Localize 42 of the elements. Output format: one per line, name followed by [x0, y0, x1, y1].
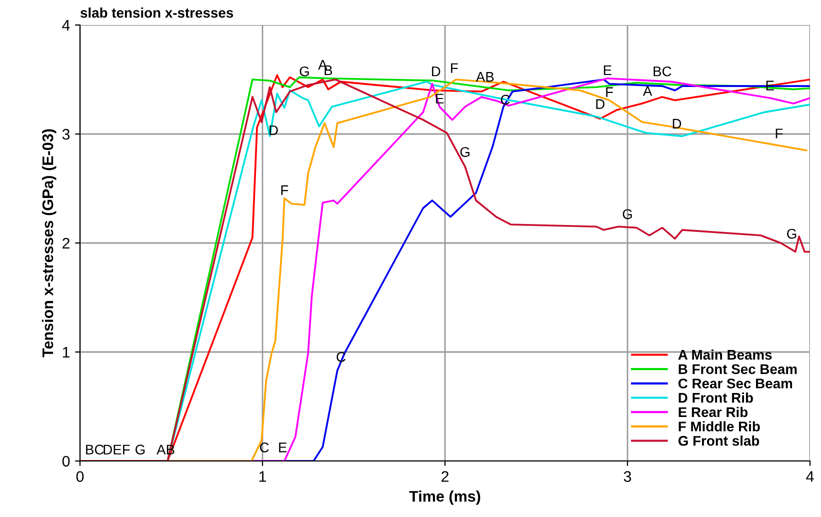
annotation: G	[622, 209, 632, 220]
annotation: F	[451, 63, 458, 73]
x-tick-label: 1	[259, 471, 266, 482]
x-axis-title: Time (ms)	[409, 490, 480, 505]
annotation: G	[136, 444, 145, 455]
annotation: F	[776, 128, 783, 138]
x-tick-label: 3	[624, 471, 632, 482]
annotation: DEF	[104, 444, 130, 454]
annotation: G	[787, 228, 796, 239]
legend-label: A Main Beams	[678, 350, 772, 360]
y-tick-label: 4	[62, 20, 70, 31]
y-tick-label: 0	[62, 456, 70, 467]
annotation: A	[642, 86, 652, 96]
annotation: AB	[476, 72, 494, 82]
annotation: BC	[86, 444, 104, 455]
annotation: C	[500, 94, 510, 105]
legend-label: B Front Sec Beam	[678, 364, 797, 374]
annotation: E	[279, 442, 287, 452]
annotation: C	[260, 442, 269, 452]
annotation: F	[281, 185, 288, 195]
legend-label: D Front Rib	[678, 392, 753, 403]
annotation: G	[300, 66, 309, 76]
annotation: D	[596, 99, 604, 109]
legend-label: C Rear Sec Beam	[678, 378, 792, 388]
chart-title: slab tension x-stresses	[80, 8, 234, 18]
legend-label: F Middle Rib	[678, 421, 760, 432]
x-tick-label: 0	[76, 471, 84, 482]
annotation: G	[460, 147, 470, 157]
y-tick-label: 1	[62, 347, 70, 358]
y-tick-label: 3	[62, 128, 70, 140]
annotation: D	[432, 66, 440, 76]
annotation: F	[606, 87, 613, 97]
y-tick-label: 2	[62, 238, 70, 249]
annotation: BC	[654, 66, 672, 76]
x-tick-label: 4	[806, 471, 814, 482]
y-axis-title: Tension x-stresses (GPa) (E-03)	[42, 129, 56, 358]
annotation: E	[766, 80, 774, 90]
legend-label: G Front slab	[678, 436, 760, 446]
annotation: D	[672, 118, 682, 128]
annotation: E	[604, 66, 612, 76]
x-tick-label: 2	[442, 471, 448, 482]
legend-label: E Rear Rib	[678, 406, 748, 418]
